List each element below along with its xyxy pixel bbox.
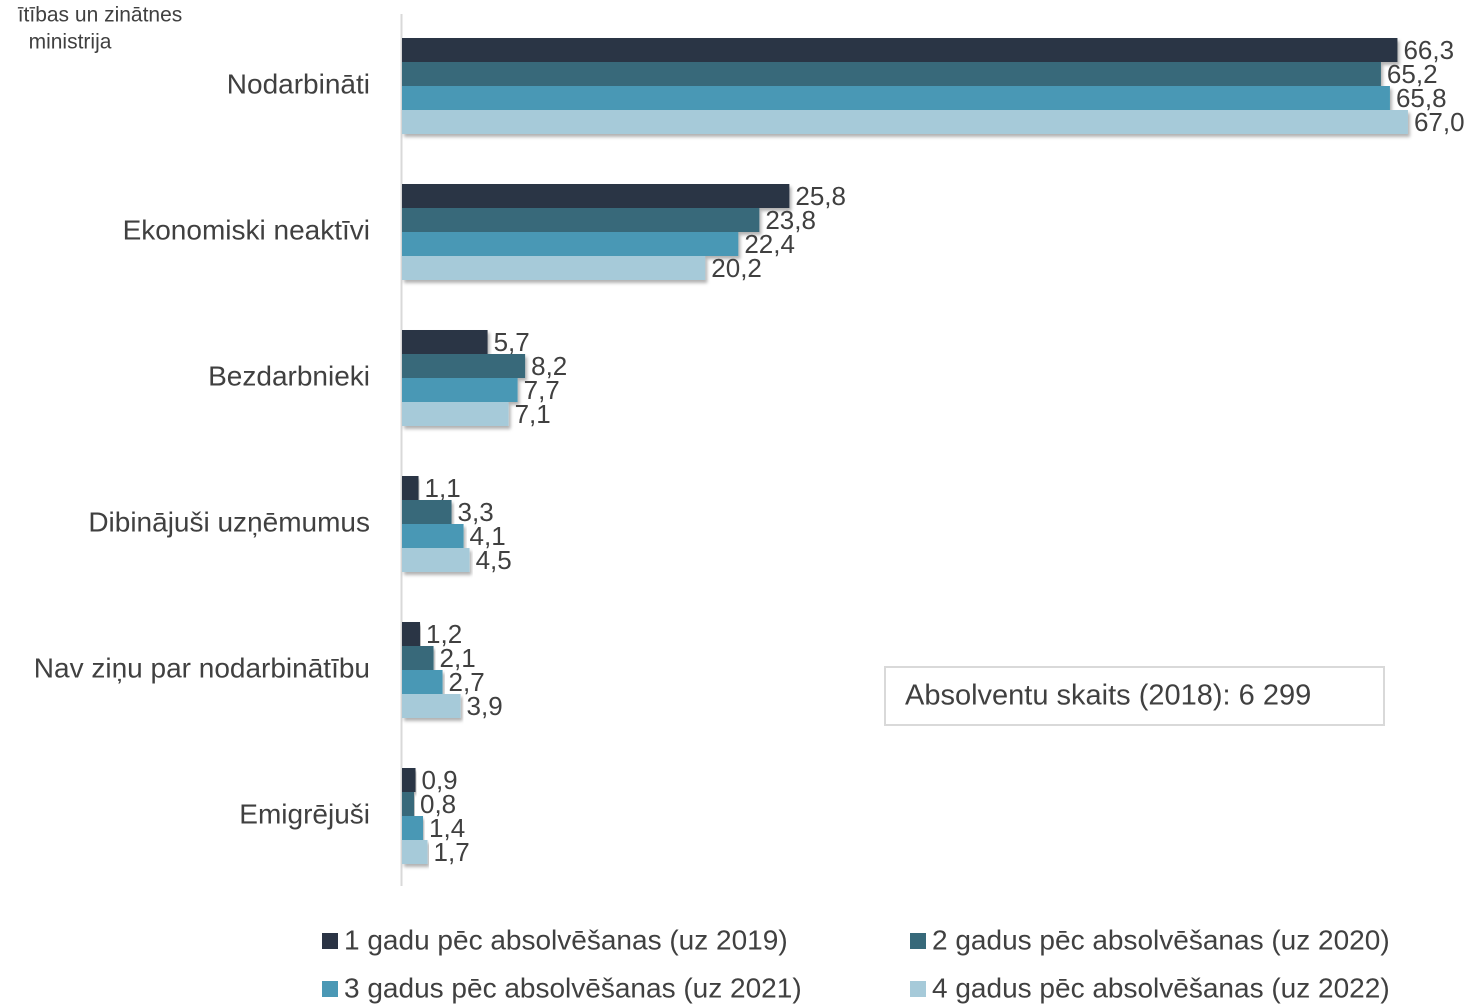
bar bbox=[402, 670, 443, 694]
data-label: 20,2 bbox=[711, 253, 762, 283]
bar bbox=[402, 792, 415, 816]
bar bbox=[402, 500, 452, 524]
bar bbox=[402, 768, 416, 792]
data-label: 7,7 bbox=[524, 375, 560, 405]
y-tick-label: Emigrējuši bbox=[239, 798, 370, 829]
data-label: 7,1 bbox=[515, 399, 551, 429]
legend-label: 3 gadus pēc absolvēšanas (uz 2021) bbox=[344, 972, 802, 1003]
data-label: 2,7 bbox=[449, 667, 485, 697]
y-tick-label: Nav ziņu par nodarbinātību bbox=[34, 652, 370, 683]
bar bbox=[402, 232, 739, 256]
bar bbox=[402, 548, 470, 572]
bar bbox=[402, 840, 428, 864]
y-tick-label: Dibinājuši uzņēmumus bbox=[88, 506, 370, 537]
bar bbox=[402, 330, 488, 354]
data-label: 25,8 bbox=[795, 181, 846, 211]
legend-swatch bbox=[322, 981, 338, 997]
bar bbox=[402, 622, 421, 646]
data-label: 1,4 bbox=[429, 813, 465, 843]
data-label: 3,3 bbox=[458, 497, 494, 527]
bar bbox=[402, 378, 518, 402]
y-tick-label: Ekonomiski neaktīvi bbox=[123, 214, 370, 245]
data-label: 0,8 bbox=[420, 789, 456, 819]
bar bbox=[402, 646, 434, 670]
data-label: 66,3 bbox=[1403, 35, 1454, 65]
data-label: 65,8 bbox=[1396, 83, 1447, 113]
annotation: Absolventu skaits (2018): 6 299 bbox=[905, 680, 1311, 712]
bar bbox=[402, 816, 424, 840]
legend-swatch bbox=[322, 933, 338, 949]
bar bbox=[402, 256, 706, 280]
data-label: 3,9 bbox=[467, 691, 503, 721]
bar bbox=[402, 476, 419, 500]
bar bbox=[402, 354, 526, 378]
data-label: 65,2 bbox=[1387, 59, 1438, 89]
bar bbox=[402, 62, 1381, 86]
data-label: 22,4 bbox=[744, 229, 795, 259]
data-label: 1,7 bbox=[434, 837, 470, 867]
data-label: 1,2 bbox=[426, 619, 462, 649]
bar bbox=[402, 86, 1390, 110]
legend-swatch bbox=[910, 933, 926, 949]
data-label: 8,2 bbox=[531, 351, 567, 381]
y-tick-label: Bezdarbnieki bbox=[208, 360, 370, 391]
legend-swatch bbox=[910, 981, 926, 997]
bar bbox=[402, 402, 509, 426]
data-label: 5,7 bbox=[494, 327, 530, 357]
header-text: ministrija bbox=[29, 31, 112, 54]
data-label: 23,8 bbox=[765, 205, 816, 235]
data-label: 67,0 bbox=[1414, 107, 1465, 137]
y-tick-label: Nodarbināti bbox=[227, 68, 370, 99]
bar bbox=[402, 110, 1408, 134]
legend-label: 1 gadu pēc absolvēšanas (uz 2019) bbox=[344, 924, 788, 955]
header-text: ītības un zinātnes bbox=[18, 4, 183, 27]
bar bbox=[402, 184, 790, 208]
data-label: 2,1 bbox=[440, 643, 476, 673]
bar bbox=[402, 524, 464, 548]
legend-label: 4 gadus pēc absolvēšanas (uz 2022) bbox=[932, 972, 1390, 1003]
bar bbox=[402, 208, 760, 232]
data-label: 0,9 bbox=[422, 765, 458, 795]
legend-label: 2 gadus pēc absolvēšanas (uz 2020) bbox=[932, 924, 1390, 955]
data-label: 1,1 bbox=[425, 473, 461, 503]
bar bbox=[402, 38, 1398, 62]
annotation-box bbox=[884, 666, 1385, 726]
data-label: 4,1 bbox=[470, 521, 506, 551]
bar bbox=[402, 694, 461, 718]
data-label: 4,5 bbox=[476, 545, 512, 575]
